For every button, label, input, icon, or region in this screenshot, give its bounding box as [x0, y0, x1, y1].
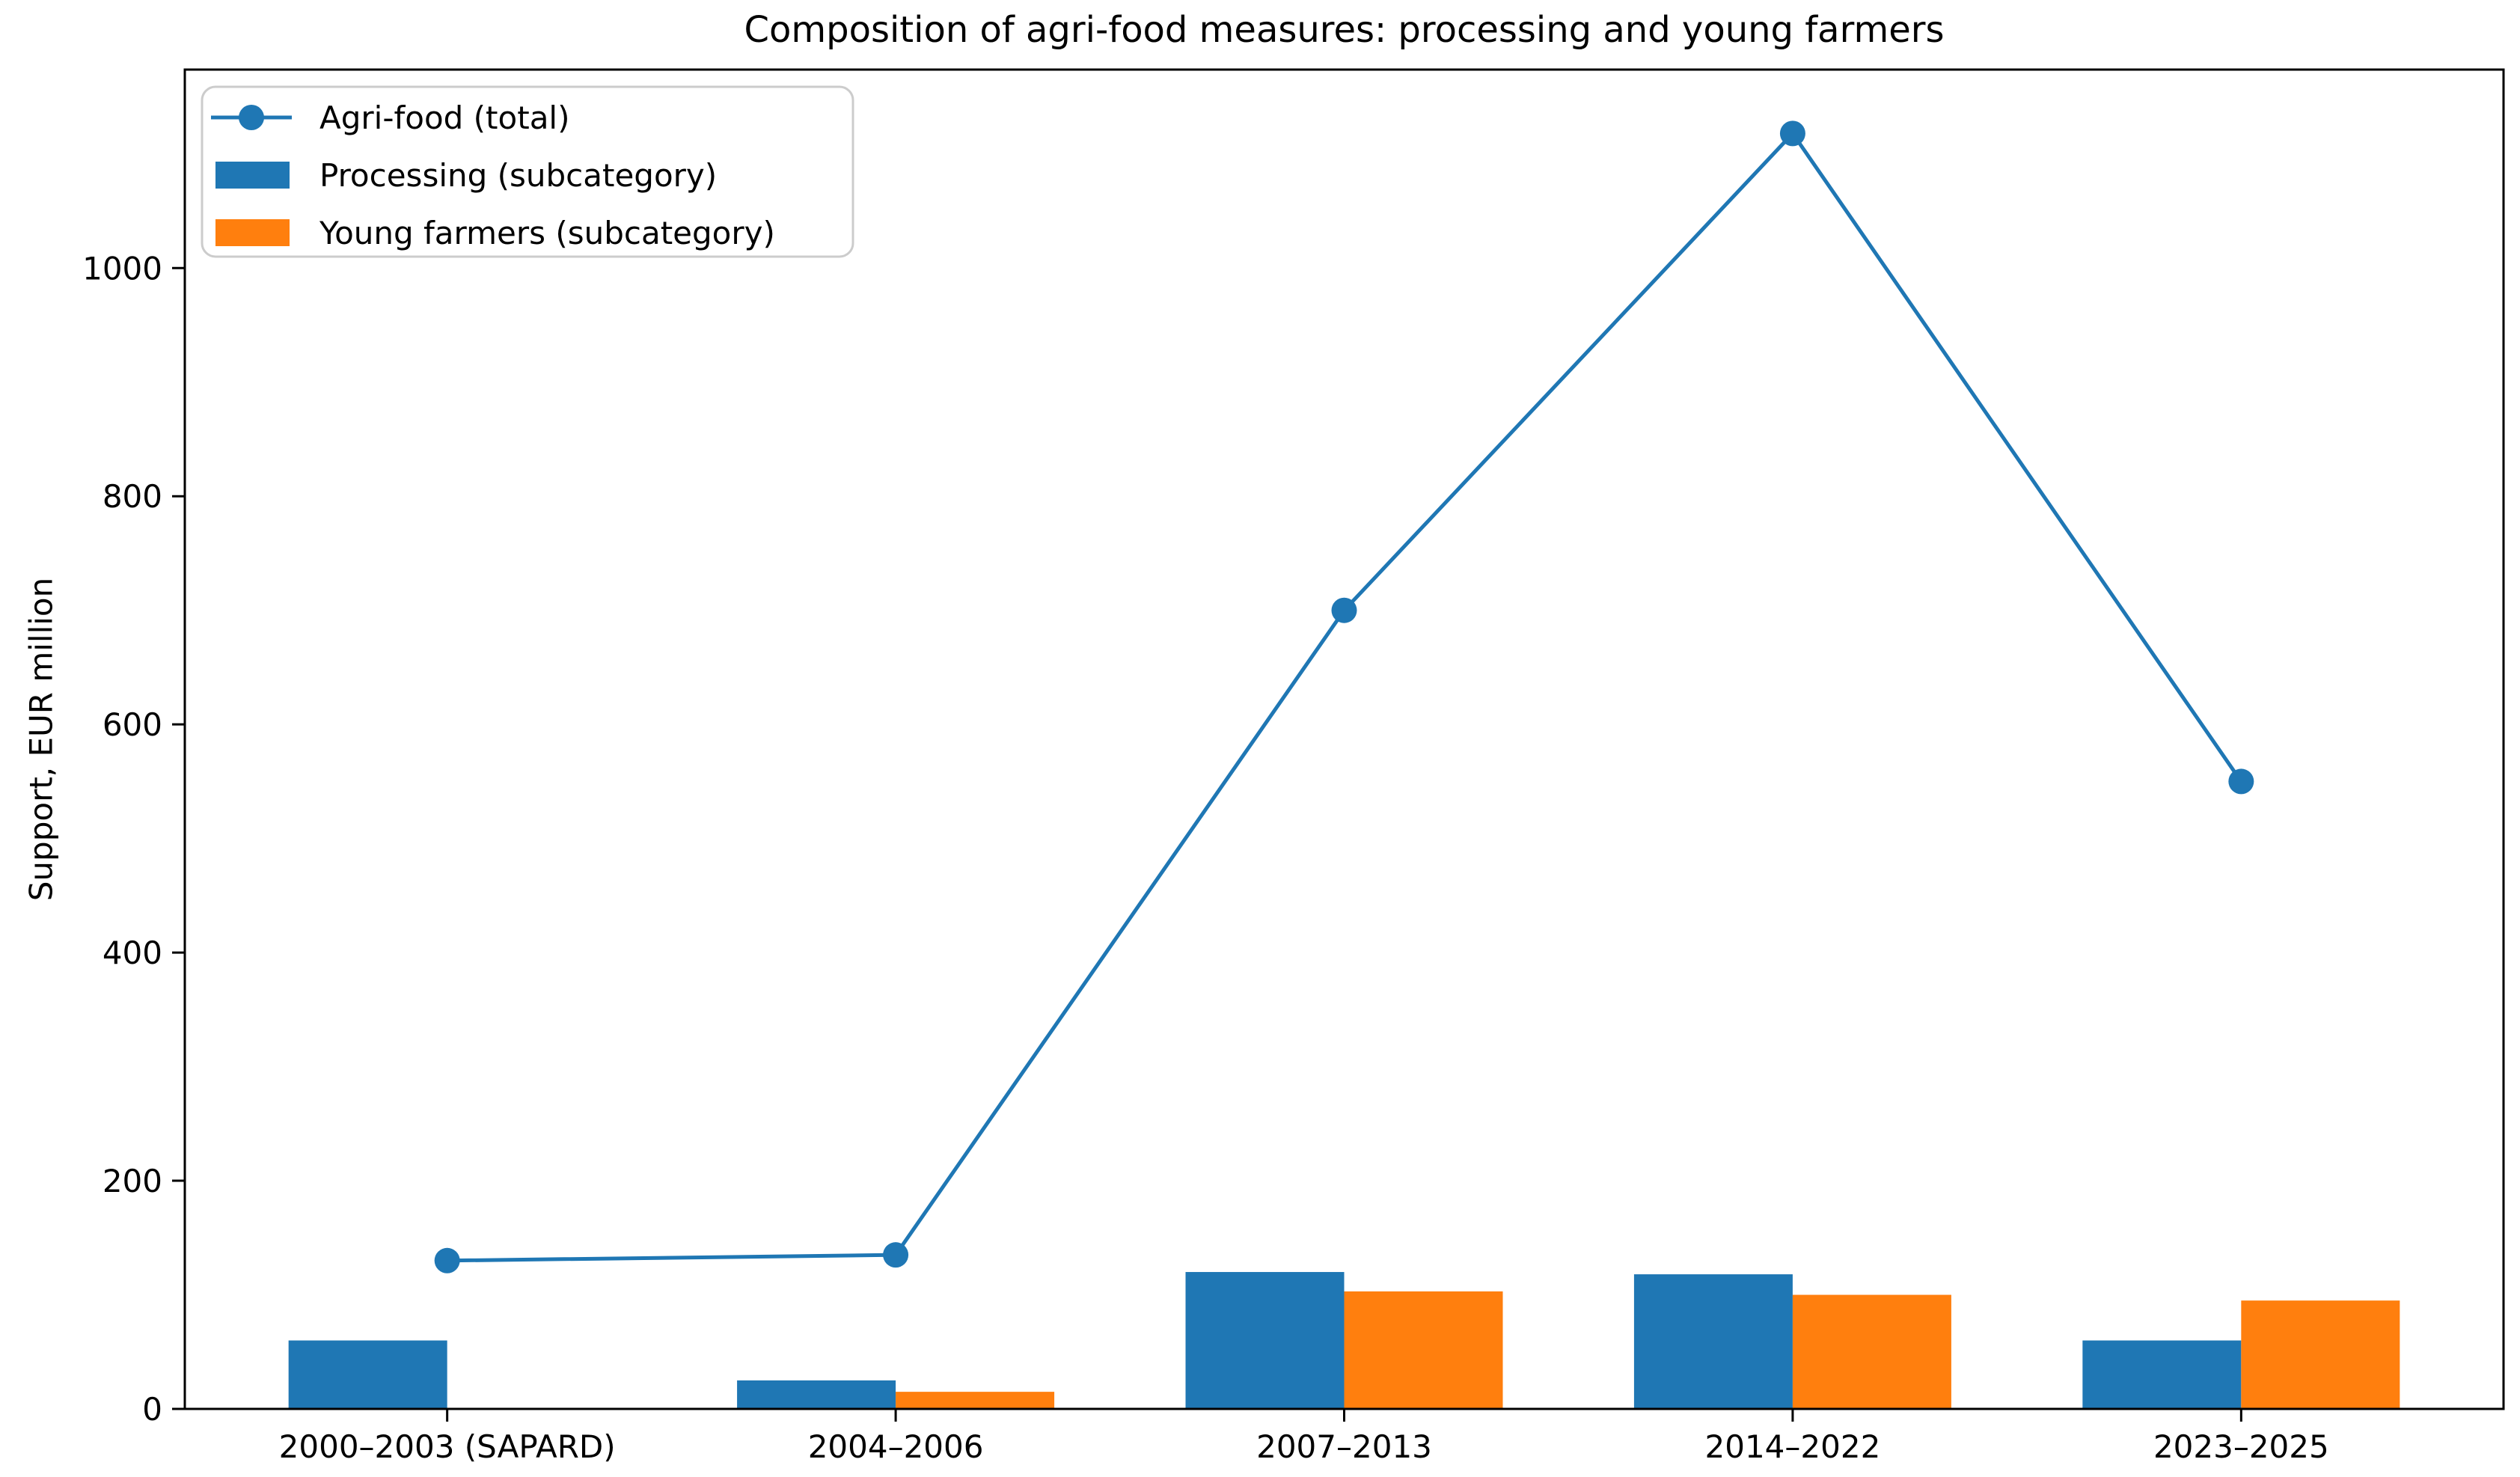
x-tick-label: 2023–2025: [2153, 1428, 2329, 1465]
legend-swatch-processing-subcategory: [215, 162, 290, 189]
legend-label-agri-food-total: Agri-food (total): [319, 100, 569, 136]
legend-label-young-farmers-subcategory: Young farmers (subcategory): [319, 215, 775, 251]
axes: 0 200 400 600 800 1000 2000–2003 (SAPARD) 2004–…: [82, 250, 2329, 1465]
x-axis: 2000–2003 (SAPARD) 2004–2006 2007–2013 2014…: [279, 1409, 2329, 1465]
bar-young-farmers-subcategory: [896, 1392, 1055, 1409]
bar-processing-subcategory: [1185, 1272, 1345, 1409]
y-tick-label: 800: [103, 478, 162, 515]
y-tick-label: 1000: [82, 250, 162, 287]
y-tick-label: 200: [103, 1163, 162, 1199]
bars-young-farmers-subcategory: [896, 1291, 2400, 1409]
bar-processing-subcategory: [2082, 1340, 2242, 1409]
x-tick-label: 2007–2013: [1256, 1428, 1432, 1465]
x-tick-label: 2000–2003 (SAPARD): [279, 1428, 616, 1465]
line-marker-agri-food-total: [1331, 597, 1357, 623]
line-marker-agri-food-total: [883, 1242, 909, 1268]
x-tick-label: 2014–2022: [1705, 1428, 1881, 1465]
bars-processing-subcategory: [288, 1272, 2242, 1409]
legend-box: [201, 85, 854, 258]
bar-processing-subcategory: [288, 1340, 447, 1409]
y-axis: 0 200 400 600 800 1000: [82, 250, 185, 1428]
line-marker-agri-food-total: [1779, 120, 1805, 147]
x-tick-label: 2004–2006: [808, 1428, 984, 1465]
line-agri-food-total: [434, 120, 2254, 1273]
y-tick-label: 600: [103, 706, 162, 743]
line-marker-agri-food-total: [2228, 768, 2254, 795]
legend-swatch-young-farmers-subcategory: [215, 219, 290, 246]
bar-processing-subcategory: [1633, 1274, 1793, 1409]
bar-young-farmers-subcategory: [1344, 1291, 1503, 1409]
bar-young-farmers-subcategory: [1792, 1294, 1951, 1409]
chart-title: Composition of agri-food measures: proce…: [744, 9, 1945, 51]
legend-marker-sample: [239, 105, 264, 130]
y-tick-label: 400: [103, 935, 162, 971]
y-tick-label: 0: [142, 1391, 162, 1428]
line-path-agri-food-total: [447, 130, 2243, 1263]
bar-processing-subcategory: [737, 1380, 896, 1409]
bar-young-farmers-subcategory: [2241, 1300, 2400, 1409]
legend-label-processing-subcategory: Processing (subcategory): [319, 157, 717, 194]
legend: Agri-food (total) Processing (subcategory…: [201, 85, 854, 258]
plot-frame: [183, 68, 2505, 1410]
line-marker-agri-food-total: [434, 1247, 460, 1273]
